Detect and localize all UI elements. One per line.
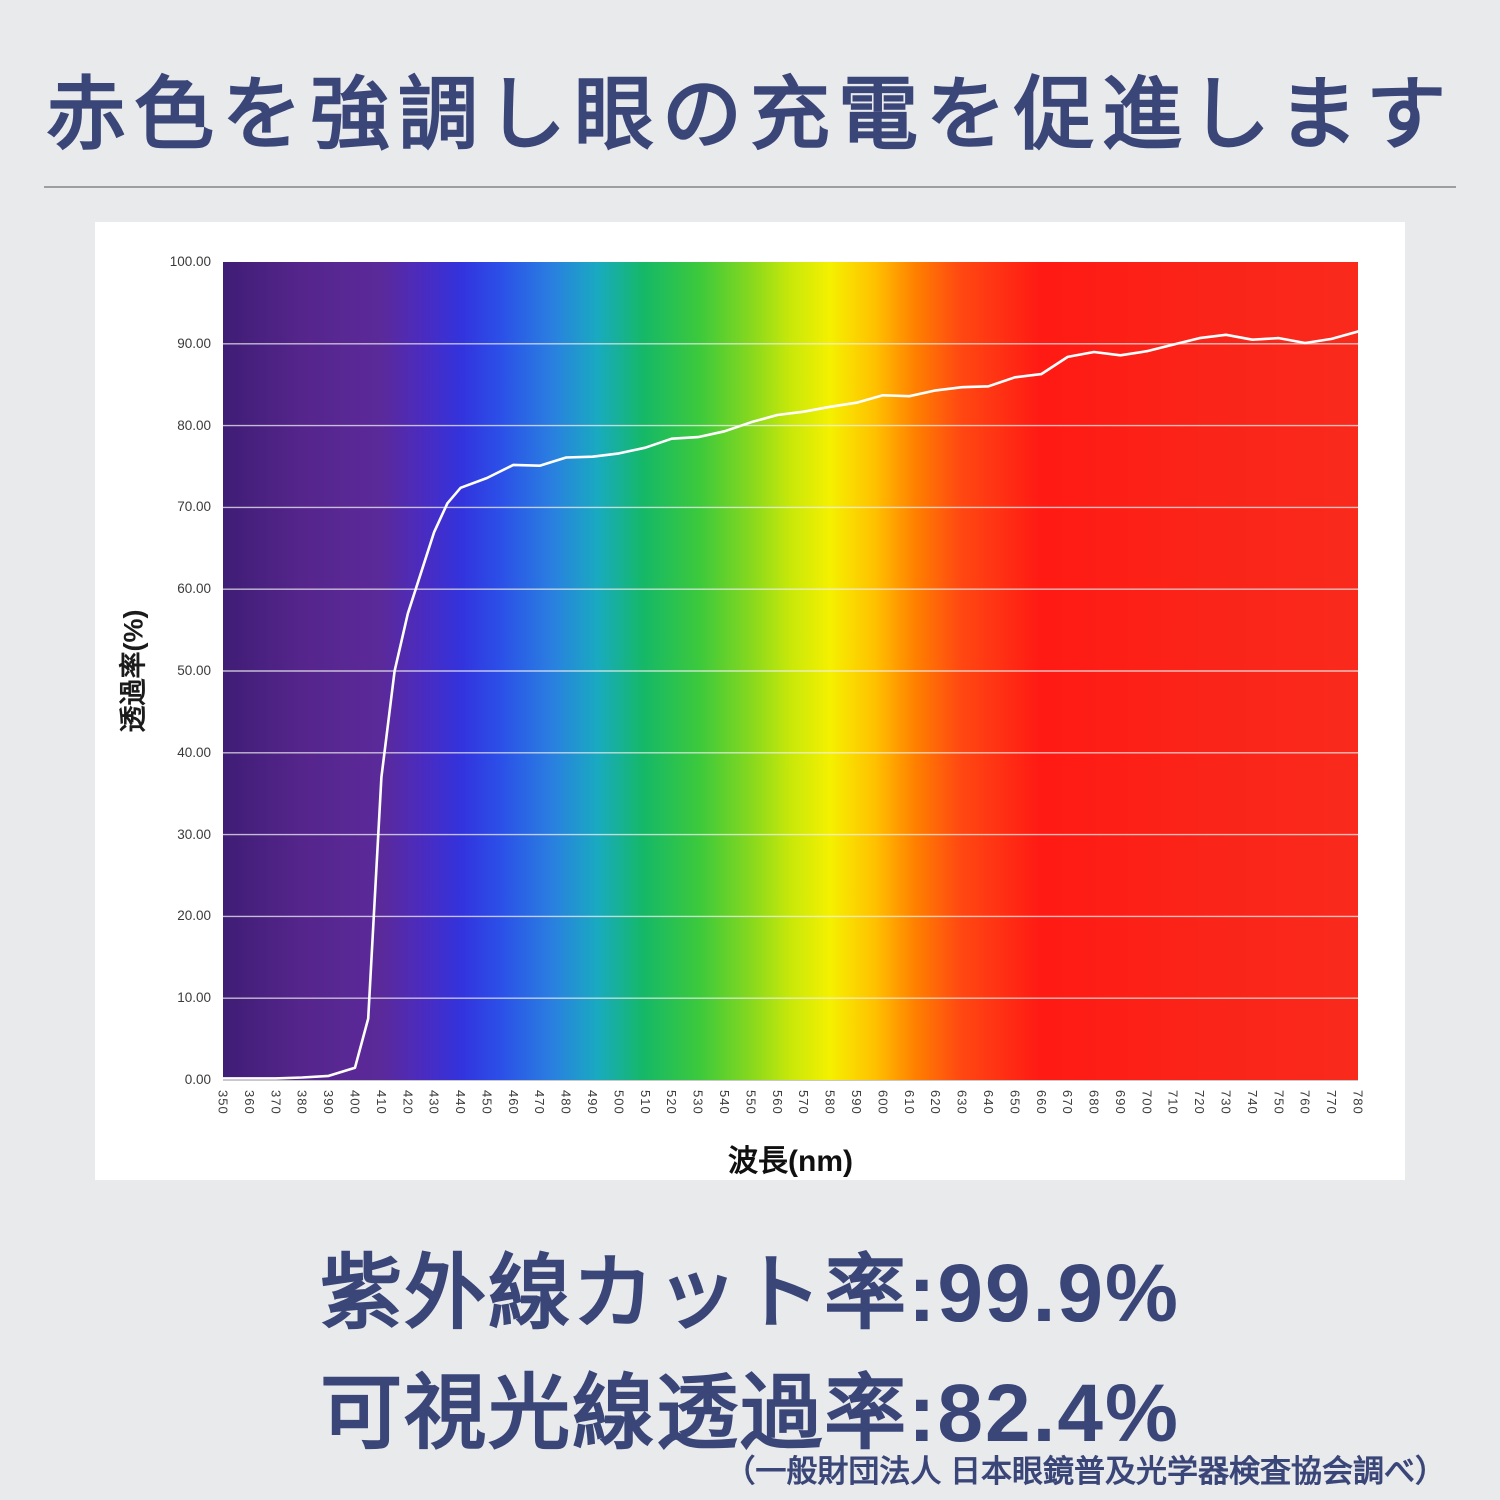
y-tick-label: 30.00 (177, 826, 211, 842)
visible-light-transmittance-stat: 可視光線透過率:82.4% (320, 1368, 1180, 1459)
page-title: 赤色を強調し眼の充電を促進します (46, 70, 1454, 159)
x-tick-label: 460 (505, 1090, 521, 1115)
x-tick-label: 540 (717, 1090, 732, 1115)
x-tick-label: 500 (611, 1090, 627, 1115)
y-tick-label: 70.00 (177, 499, 211, 515)
chart-panel: 透過率(%) 0.00 10.00 20.00 30.00 40.00 50.00 60.0… (95, 222, 1405, 1180)
x-tick-label: 520 (664, 1090, 680, 1115)
y-tick-label: 60.00 (177, 581, 211, 597)
x-tick-label: 490 (585, 1090, 601, 1115)
x-tick-label: 720 (1192, 1090, 1208, 1115)
x-tick-label: 730 (1218, 1090, 1234, 1115)
x-tick-label: 630 (954, 1090, 970, 1115)
x-tick-label: 510 (637, 1090, 653, 1115)
x-tick-label: 600 (875, 1090, 891, 1115)
x-tick-label: 420 (400, 1090, 416, 1115)
x-tick-label: 640 (980, 1090, 996, 1115)
divider (44, 186, 1456, 188)
x-tick-label: 550 (743, 1090, 759, 1115)
y-tick-label: 100.00 (169, 254, 211, 269)
x-tick-label: 610 (901, 1090, 917, 1115)
x-tick-label: 410 (373, 1090, 389, 1115)
x-tick-label: 380 (294, 1090, 310, 1115)
x-tick-label: 400 (347, 1090, 363, 1115)
y-tick-label: 80.00 (177, 417, 211, 433)
x-tick-label: 760 (1297, 1090, 1313, 1115)
x-tick-label: 350 (215, 1090, 231, 1115)
x-tick-label: 580 (822, 1090, 838, 1115)
y-tick-label: 0.00 (184, 1072, 211, 1087)
x-tick-label: 570 (796, 1090, 812, 1115)
y-tick-label: 40.00 (177, 744, 211, 760)
y-axis-title: 透過率(%) (118, 609, 149, 733)
x-tick-label: 470 (532, 1090, 548, 1115)
x-axis-title: 波長(nm) (728, 1145, 853, 1178)
x-tick-label: 360 (241, 1090, 257, 1115)
x-tick-label: 680 (1086, 1090, 1102, 1115)
plot-area (223, 262, 1358, 1081)
spectrum-transmittance-chart (223, 262, 1358, 1080)
x-tick-label: 450 (479, 1090, 495, 1115)
uv-cut-rate-stat: 紫外線カット率:99.9% (320, 1248, 1180, 1339)
x-tick-label: 390 (321, 1090, 337, 1115)
x-tick-label: 430 (426, 1090, 442, 1115)
x-tick-label: 590 (848, 1090, 864, 1115)
x-tick-label: 650 (1007, 1090, 1023, 1115)
x-tick-label: 670 (1060, 1090, 1076, 1115)
x-tick-label: 660 (1033, 1090, 1049, 1115)
x-tick-label: 440 (453, 1090, 469, 1115)
x-tick-label: 690 (1112, 1090, 1128, 1115)
x-tick-label: 560 (769, 1090, 785, 1115)
x-tick-label: 370 (268, 1090, 284, 1115)
x-tick-label: 780 (1350, 1090, 1366, 1115)
y-tick-label: 10.00 (177, 990, 211, 1006)
y-tick-label: 20.00 (177, 908, 211, 924)
x-tick-label: 750 (1271, 1090, 1287, 1115)
x-tick-label: 530 (690, 1090, 706, 1115)
x-tick-label: 710 (1165, 1090, 1181, 1115)
footnote: （一般財団法人 日本眼鏡普及光学器検査協会調べ） (724, 1454, 1446, 1489)
x-tick-label: 480 (558, 1090, 574, 1115)
x-tick-label: 740 (1244, 1090, 1260, 1115)
x-tick-label: 700 (1139, 1090, 1155, 1115)
x-tick-label: 770 (1324, 1090, 1340, 1115)
x-tick-label: 620 (928, 1090, 944, 1115)
y-tick-label: 90.00 (177, 335, 211, 351)
